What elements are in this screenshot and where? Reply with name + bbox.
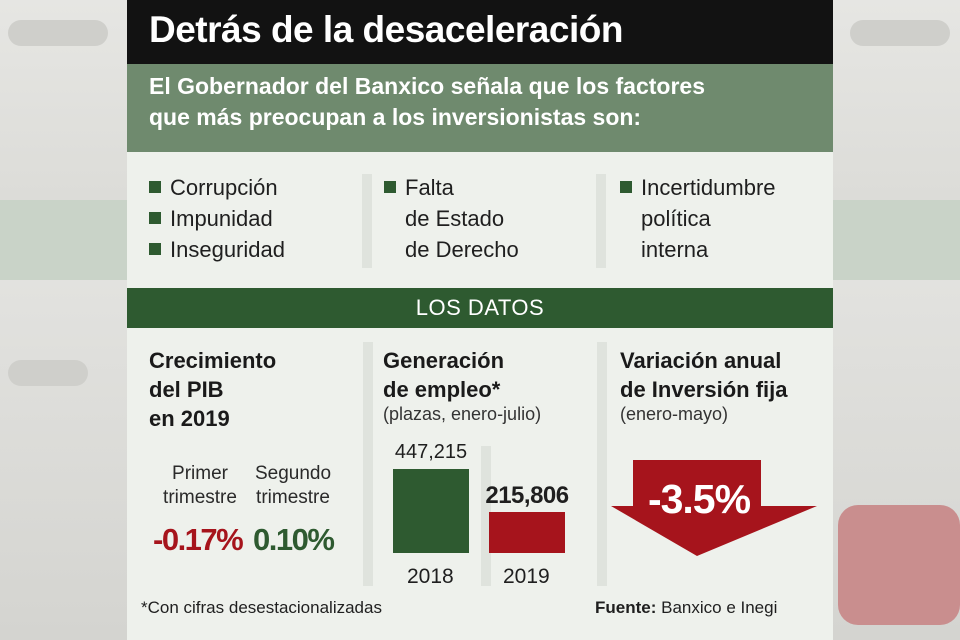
q2-label-line: Segundo (254, 463, 332, 484)
source: Fuente: Banxico e Inegi (595, 598, 777, 618)
q2-value: 0.10% (253, 522, 335, 557)
bullet-square-icon (384, 181, 396, 193)
inversion-title: Variación anual de Inversión fija (620, 346, 788, 404)
intro-bar: El Gobernador del Banxico señala que los… (127, 64, 833, 152)
column-divider (597, 342, 607, 586)
year-label-2018: 2018 (407, 565, 454, 588)
factor-item: Inseguridad (149, 234, 285, 265)
factor-label: interna (641, 237, 709, 262)
pib-title: Crecimiento del PIB en 2019 (149, 346, 276, 433)
q1-label-line: Primer (172, 463, 228, 484)
down-arrow-shape (611, 460, 817, 556)
source-text: Banxico e Inegi (656, 598, 778, 617)
down-arrow-icon (611, 460, 817, 556)
column-divider (362, 174, 372, 268)
empleo-title-line: Generación (383, 348, 505, 373)
column-divider (363, 342, 373, 586)
factor-column-1: Corrupción Impunidad Inseguridad (149, 172, 285, 265)
inversion-title-line: Variación anual (620, 348, 782, 373)
factor-label: Falta (405, 175, 454, 200)
title-bar: Detrás de la desaceleración (127, 0, 833, 64)
pib-title-line: Crecimiento (149, 348, 277, 373)
factor-item: Falta de Estado de Derecho (384, 172, 519, 265)
inversion-subtitle: (enero-mayo) (620, 404, 729, 424)
q2-label: Segundo trimestre (251, 462, 335, 510)
footnote: *Con cifras desestacionalizadas (141, 598, 382, 617)
factor-item: Incertidumbre política interna (620, 172, 776, 265)
year-label-2019: 2019 (503, 565, 550, 588)
factor-column-3: Incertidumbre política interna (620, 172, 776, 265)
infographic-card: Detrás de la desaceleración El Gobernado… (127, 0, 833, 640)
background-blur (8, 20, 108, 46)
q1-label-line: trimestre (163, 487, 237, 508)
bar-2018 (393, 469, 469, 553)
q2-label-line: trimestre (256, 487, 330, 508)
bullet-square-icon (149, 212, 161, 224)
factor-label: Impunidad (170, 206, 273, 231)
datos-header-bar: LOS DATOS (127, 288, 833, 328)
pib-title-line: del PIB (149, 377, 224, 402)
background-blur-red (838, 505, 960, 625)
empleo-subtitle: (plazas, enero-julio) (383, 404, 542, 424)
pib-title-line: en 2019 (149, 406, 230, 431)
bar-divider (481, 446, 491, 586)
factor-item: Impunidad (149, 203, 285, 234)
q1-value: -0.17% (153, 522, 244, 557)
inversion-value: -3.5% (647, 476, 751, 522)
bullet-square-icon (149, 243, 161, 255)
empleo-title-line: de empleo* (383, 377, 501, 402)
column-divider (596, 174, 606, 268)
q1-label: Primer trimestre (155, 462, 245, 510)
factor-label: política (641, 206, 711, 231)
factor-label: Inseguridad (170, 237, 285, 262)
background-blur (850, 20, 950, 46)
bullet-square-icon (149, 181, 161, 193)
bar-2019 (489, 512, 565, 553)
background-blur (8, 360, 88, 386)
intro-line-2: que más preocupan a los inversionistas s… (149, 104, 642, 130)
factor-label: Corrupción (170, 175, 278, 200)
inversion-title-line: de Inversión fija (620, 377, 788, 402)
intro-line-1: El Gobernador del Banxico señala que los… (149, 73, 705, 99)
bar-value-label-2019: 215,806 (485, 482, 569, 509)
factor-label: de Estado (405, 206, 505, 231)
page-title: Detrás de la desaceleración (149, 9, 623, 50)
factor-label: de Derecho (405, 237, 519, 262)
factor-item: Corrupción (149, 172, 285, 203)
datos-header: LOS DATOS (415, 295, 545, 320)
bullet-square-icon (620, 181, 632, 193)
factor-label: Incertidumbre (641, 175, 776, 200)
empleo-title: Generación de empleo* (383, 346, 504, 404)
factor-column-2: Falta de Estado de Derecho (384, 172, 519, 265)
bar-value-label-2018: 447,215 (394, 441, 468, 463)
source-label: Fuente: (595, 598, 657, 617)
